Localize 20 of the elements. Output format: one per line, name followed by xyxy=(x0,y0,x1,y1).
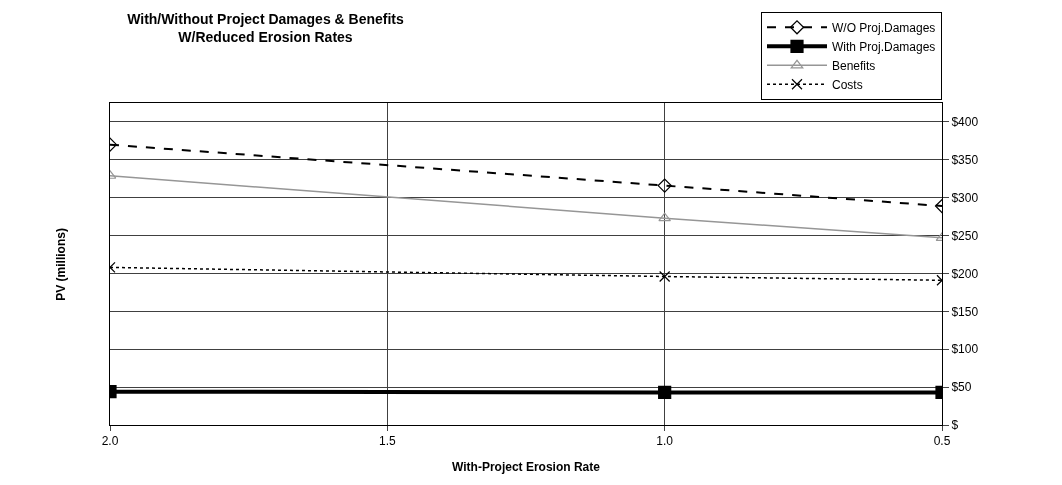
y-tick-label: $200 xyxy=(951,266,979,281)
y-tick-label: $400 xyxy=(951,115,979,130)
y-tick-label: $100 xyxy=(951,342,979,357)
y-tick-label: $50 xyxy=(951,380,972,395)
chart-title: With/Without Project Damages & Benefits W/Reduced Erosion Rates xyxy=(127,11,405,46)
y-tick-label: $250 xyxy=(951,228,979,243)
x-axis-title: With-Project Erosion Rate xyxy=(452,460,601,475)
legend-label: Costs xyxy=(832,77,863,92)
x-tick-label: 1.5 xyxy=(378,434,396,449)
x-tick-label: 0.5 xyxy=(933,434,951,449)
y-tick-label: $150 xyxy=(951,304,979,319)
legend-label: W/O Proj.Damages xyxy=(832,20,936,35)
y-axis-title: PV (millions) xyxy=(53,228,68,301)
legend-label: With Proj.Damages xyxy=(832,39,936,54)
x-tick-label: 2.0 xyxy=(101,434,119,449)
y-tick-label: $300 xyxy=(951,190,979,205)
y-tick-label: $ xyxy=(951,418,959,433)
y-tick-label: $350 xyxy=(951,153,979,168)
legend-label: Benefits xyxy=(832,58,876,73)
x-tick-label: 1.0 xyxy=(656,434,674,449)
